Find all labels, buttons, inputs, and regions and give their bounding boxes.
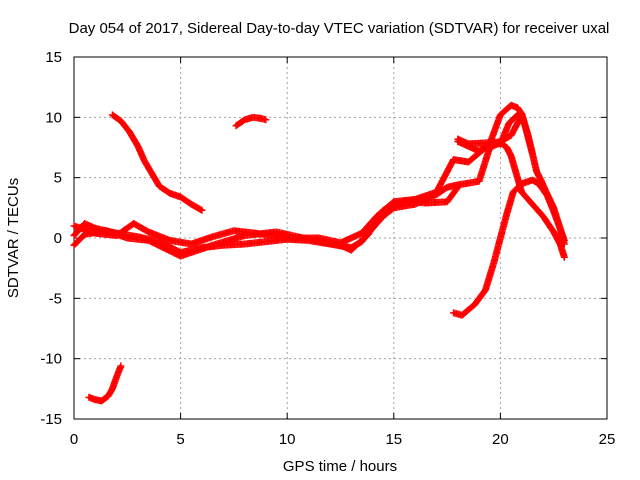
x-tick-labels: 0 5 10 15 20 25 <box>70 431 616 448</box>
y-tick-label: 5 <box>54 170 62 187</box>
series-arc-short <box>232 113 270 130</box>
y-tick-label: -5 <box>49 290 62 307</box>
series-arc-flat-3 <box>70 113 526 248</box>
data-point <box>528 150 536 158</box>
y-tick-labels: -15 -10 -5 0 5 10 15 <box>40 49 62 428</box>
y-axis-label: SDTVAR / TECUs <box>5 178 22 298</box>
data-point <box>198 206 206 214</box>
data-point <box>262 116 270 124</box>
data-series <box>70 101 568 405</box>
data-point <box>560 240 568 248</box>
data-point <box>454 183 462 191</box>
x-tick-label: 15 <box>385 431 402 448</box>
y-tick-label: 15 <box>45 49 62 66</box>
y-tick-label: -15 <box>40 411 62 428</box>
data-point <box>117 362 125 370</box>
axis-ticks <box>73 56 608 420</box>
series-arc-rise <box>449 176 568 319</box>
data-point <box>560 253 568 261</box>
y-tick-label: -10 <box>40 351 62 368</box>
series-arc-low-start <box>85 362 125 405</box>
x-axis-label: GPS time / hours <box>283 458 397 475</box>
series-arc-decline <box>108 111 206 214</box>
x-tick-label: 10 <box>279 431 296 448</box>
series-arc-high-end <box>454 110 536 158</box>
data-point <box>453 185 461 193</box>
y-tick-label: 10 <box>45 109 62 126</box>
series-arc-flat-2 <box>70 183 462 260</box>
y-tick-label: 0 <box>54 230 62 247</box>
x-tick-label: 25 <box>599 431 616 448</box>
x-tick-label: 5 <box>176 431 184 448</box>
chart-title: Day 054 of 2017, Sidereal Day-to-day VTE… <box>69 20 610 37</box>
x-tick-label: 20 <box>492 431 509 448</box>
x-tick-label: 0 <box>70 431 78 448</box>
